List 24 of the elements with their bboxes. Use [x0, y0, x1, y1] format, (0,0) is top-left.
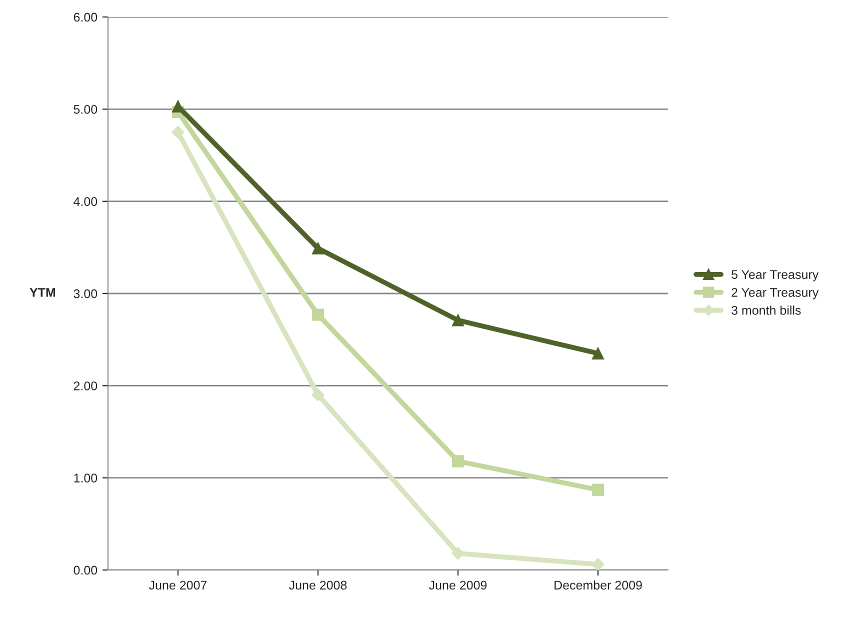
point	[172, 126, 184, 139]
point	[452, 314, 464, 326]
legend-label: 3 month bills	[732, 306, 801, 315]
point	[452, 546, 464, 560]
y-tick-label: 4.00	[74, 197, 98, 206]
point	[312, 242, 324, 254]
legend-label: 2 Year Treasury	[732, 288, 819, 300]
x-tick-label: December 2009	[554, 580, 642, 590]
y-axis-title: YTM	[30, 288, 56, 297]
y-tick-label: 0.00	[74, 566, 98, 575]
point	[312, 308, 324, 321]
point	[592, 484, 604, 496]
point	[592, 347, 604, 360]
y-tick-label: 2.00	[74, 381, 98, 390]
y-tick-label: 3.00	[74, 289, 98, 298]
legend-label: 5 Year Treasury	[732, 270, 819, 282]
x-tick-label: June 2008	[289, 580, 347, 590]
x-tick-label: June 2007	[149, 580, 207, 590]
point	[312, 388, 324, 402]
y-tick-label: 5.00	[74, 104, 98, 114]
y-tick-label: 6.00	[74, 12, 98, 22]
point	[452, 455, 464, 468]
y-tick-label: 1.00	[74, 474, 98, 482]
x-tick-label: June 2009	[429, 580, 487, 590]
